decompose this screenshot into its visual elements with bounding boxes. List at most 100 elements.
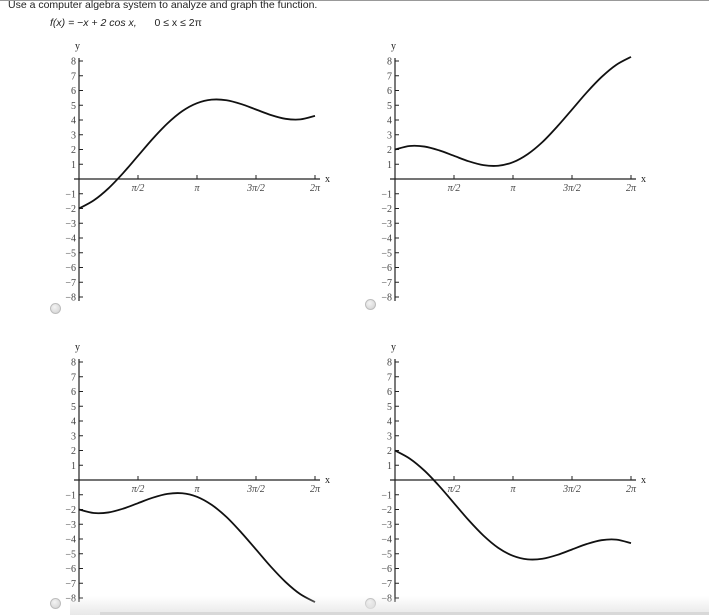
bottom-shadow (70, 596, 709, 615)
radio-option-1[interactable] (50, 303, 61, 314)
y-tick-label: −3 (381, 520, 392, 531)
x-tick-label: 2π (310, 484, 321, 495)
y-tick-label: −7 (65, 278, 76, 289)
y-tick-label: 3 (387, 431, 392, 442)
graph-top-left: y x 8 7 6 5 4 3 2 1 −1 −2 −3 −4 −5 −6 −7 −8 π/2 π 3π/2 2π (65, 41, 330, 304)
bottom-divider (100, 612, 709, 615)
x-tick-label: 2π (310, 183, 321, 194)
x-axis-label: x (325, 475, 330, 486)
y-tick-label: −5 (381, 248, 392, 259)
y-tick-label: 4 (387, 116, 392, 127)
x-tick-label: π (194, 183, 200, 194)
x-tick-label: π (510, 183, 516, 194)
y-tick-label: −5 (65, 549, 76, 560)
y-tick-label: 2 (387, 145, 392, 156)
y-tick-label: −8 (381, 293, 392, 304)
y-axis-label: y (391, 41, 396, 52)
y-tick-label: −1 (381, 189, 392, 200)
y-tick-label: −6 (65, 263, 76, 274)
x-tick-label: π/2 (132, 484, 145, 495)
y-tick-label: −1 (65, 490, 76, 501)
x-tick-label: π (510, 484, 516, 495)
function-curve (78, 98, 316, 210)
y-tick-label: 4 (387, 417, 392, 428)
y-tick-label: −4 (381, 234, 392, 245)
y-tick-label: −5 (381, 549, 392, 560)
x-tick-label: 2π (626, 484, 637, 495)
y-tick-label: 4 (71, 417, 76, 428)
function-curve (394, 56, 632, 167)
y-tick-label: −7 (65, 579, 76, 590)
radio-option-2[interactable] (365, 299, 376, 310)
y-tick-label: −2 (65, 505, 76, 516)
radio-option-3[interactable] (50, 598, 61, 609)
graph-top-right: y x 8 7 6 5 4 3 2 1 −1 −2 −3 −4 −5 −6 −7 −8 π/2 π 3π/2 2π (381, 41, 646, 304)
y-tick-label: −7 (381, 579, 392, 590)
y-tick-label: −7 (381, 278, 392, 289)
y-tick-label: 7 (387, 71, 392, 82)
y-tick-label: 7 (387, 372, 392, 383)
y-tick-label: −3 (65, 219, 76, 230)
y-tick-label: −4 (381, 535, 392, 546)
y-tick-label: 3 (387, 130, 392, 141)
y-tick-label: 6 (387, 387, 392, 398)
y-axis-label: y (75, 41, 80, 52)
y-tick-label: 1 (387, 461, 392, 472)
y-tick-label: 6 (71, 387, 76, 398)
function-expression: f(x) = −x + 2 cos x, (50, 17, 137, 29)
x-tick-label: 3π/2 (562, 484, 581, 495)
x-tick-label: 3π/2 (562, 183, 581, 194)
y-tick-label: −6 (65, 564, 76, 575)
y-tick-label: 1 (71, 461, 76, 472)
y-tick-label: −5 (65, 248, 76, 259)
y-tick-label: −4 (65, 234, 76, 245)
y-tick-label: 5 (71, 402, 76, 413)
x-tick-label: π/2 (448, 484, 461, 495)
y-tick-label: −8 (65, 293, 76, 304)
y-axis-label: y (391, 342, 396, 353)
function-curve (394, 449, 632, 561)
y-tick-label: −3 (65, 520, 76, 531)
y-tick-label: 5 (387, 101, 392, 112)
x-tick-label: π/2 (132, 183, 145, 194)
function-definition: f(x) = −x + 2 cos x, 0 ≤ x ≤ 2π (50, 17, 202, 29)
x-axis-label: x (641, 475, 646, 486)
y-tick-label: −2 (381, 505, 392, 516)
y-tick-label: 1 (71, 160, 76, 171)
x-axis-label: x (325, 174, 330, 185)
y-tick-label: 8 (387, 358, 392, 369)
y-tick-label: −1 (65, 189, 76, 200)
y-tick-label: 4 (71, 116, 76, 127)
y-tick-label: 8 (71, 57, 76, 68)
y-tick-label: 6 (387, 86, 392, 97)
function-curve (78, 492, 316, 603)
y-tick-label: 2 (71, 145, 76, 156)
y-tick-label: 2 (71, 446, 76, 457)
function-domain: 0 ≤ x ≤ 2π (154, 17, 202, 29)
y-tick-label: 3 (71, 431, 76, 442)
y-tick-label: 5 (71, 101, 76, 112)
y-tick-label: 7 (71, 372, 76, 383)
y-axis-label: y (75, 342, 80, 353)
y-tick-label: 6 (71, 86, 76, 97)
y-tick-label: 2 (387, 446, 392, 457)
y-tick-label: −1 (381, 490, 392, 501)
top-divider (0, 0, 709, 1)
question-instruction: Use a computer algebra system to analyze… (8, 0, 318, 11)
y-tick-label: −6 (381, 564, 392, 575)
x-tick-label: 2π (626, 183, 637, 194)
y-tick-label: 7 (71, 71, 76, 82)
x-tick-label: π/2 (448, 183, 461, 194)
y-tick-label: 1 (387, 160, 392, 171)
x-axis-label: x (641, 174, 646, 185)
x-tick-label: 3π/2 (246, 484, 265, 495)
y-tick-label: −2 (381, 204, 392, 215)
x-tick-label: 3π/2 (246, 183, 265, 194)
y-tick-label: 3 (71, 130, 76, 141)
y-tick-label: 5 (387, 402, 392, 413)
y-tick-label: −4 (65, 535, 76, 546)
y-tick-label: −2 (65, 204, 76, 215)
y-tick-label: 8 (387, 57, 392, 68)
